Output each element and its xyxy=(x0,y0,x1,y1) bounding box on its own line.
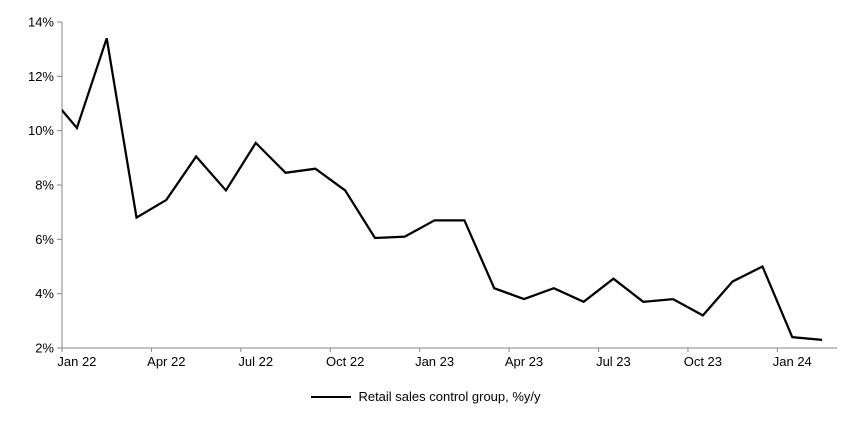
x-tick-label: Apr 23 xyxy=(505,354,543,369)
y-tick-label: 8% xyxy=(35,178,54,193)
x-tick-label: Oct 22 xyxy=(326,354,364,369)
legend: Retail sales control group, %y/y xyxy=(0,389,852,404)
legend-label: Retail sales control group, %y/y xyxy=(358,389,541,404)
legend-line-sample xyxy=(311,395,352,398)
x-tick-label: Jan 24 xyxy=(773,354,812,369)
data-line xyxy=(62,37,823,341)
y-tick-label: 2% xyxy=(35,341,54,356)
x-tick-label: Jan 22 xyxy=(57,354,96,369)
y-tick-label: 10% xyxy=(28,123,54,138)
x-tick-label: Jul 22 xyxy=(238,354,273,369)
x-tick-label: Jan 23 xyxy=(415,354,454,369)
x-tick-label: Jul 23 xyxy=(596,354,631,369)
x-tick-label: Apr 22 xyxy=(147,354,185,369)
y-tick-label: 12% xyxy=(28,69,54,84)
y-tick-label: 6% xyxy=(35,232,54,247)
y-tick-label: 4% xyxy=(35,286,54,301)
x-tick-label: Oct 23 xyxy=(684,354,722,369)
y-tick-label: 14% xyxy=(28,15,54,30)
